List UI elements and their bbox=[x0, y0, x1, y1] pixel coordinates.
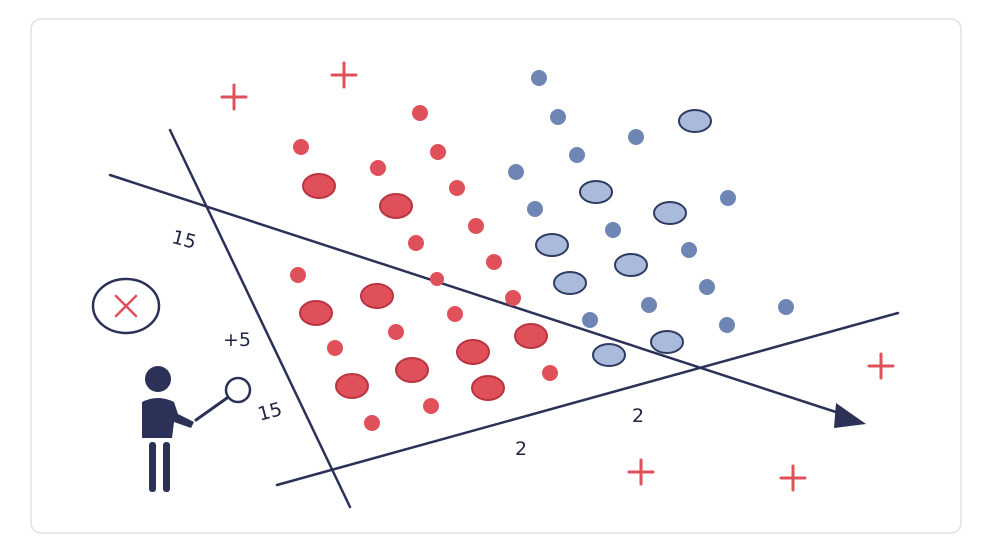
boundary-line bbox=[168, 128, 352, 509]
boundary-line bbox=[275, 311, 900, 487]
plus-signs bbox=[220, 61, 895, 492]
card bbox=[30, 18, 962, 534]
arrow-line bbox=[108, 173, 844, 416]
blue-points bbox=[508, 70, 794, 367]
person bbox=[142, 366, 252, 492]
lines bbox=[108, 128, 900, 509]
red-points bbox=[290, 105, 558, 431]
line-label: 2 bbox=[632, 405, 644, 427]
arrow-head bbox=[834, 403, 866, 428]
line-label: +5 bbox=[223, 329, 251, 351]
x-circle bbox=[91, 277, 161, 335]
line-label: 2 bbox=[515, 438, 527, 460]
